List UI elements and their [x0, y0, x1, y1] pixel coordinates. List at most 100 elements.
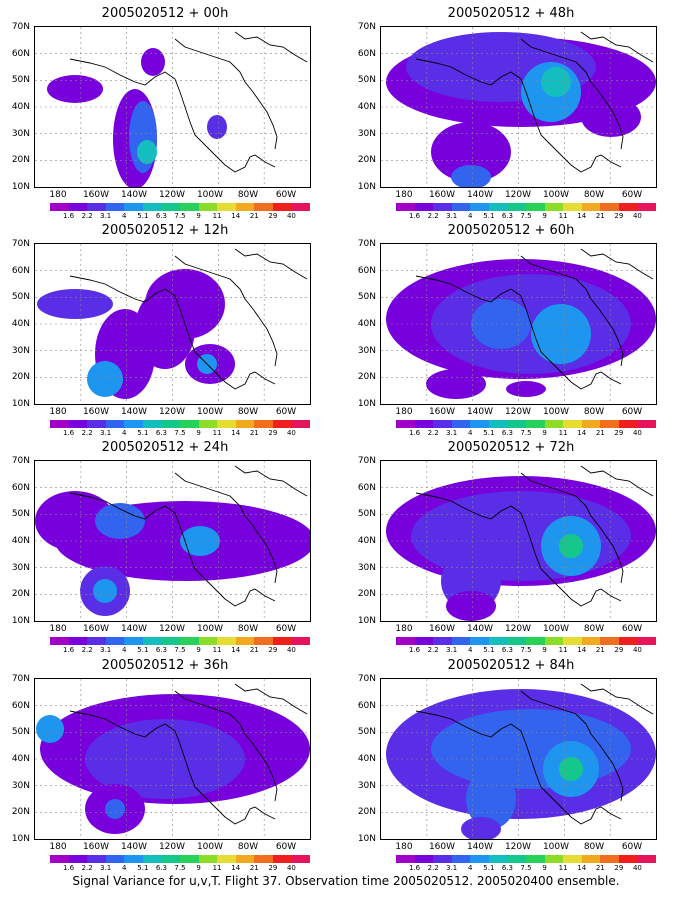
longitude-label: 160W — [82, 624, 110, 634]
colorbar-swatch — [68, 855, 88, 863]
colorbar-label: 3.1 — [100, 212, 112, 220]
latitude-label: 10N — [11, 616, 30, 626]
colorbar-label: 6.3 — [501, 646, 513, 654]
colorbar-label: 11 — [212, 646, 222, 654]
colorbar-swatch — [235, 203, 255, 211]
longitude-label: 140W — [466, 842, 494, 852]
colorbar-label: 2.2 — [427, 429, 439, 437]
longitude-label: 180 — [395, 624, 413, 634]
latitude-label: 60N — [11, 265, 30, 276]
longitude-label: 120W — [504, 624, 532, 634]
colorbar-swatch — [470, 420, 489, 428]
latitude-label: 10N — [11, 399, 30, 409]
colorbar-swatch — [291, 203, 311, 211]
colorbar-label: 4 — [122, 646, 127, 654]
map-panel: 2005020512 + 72h 70N 60N 50N 40N 30N 20N 10N 180… — [346, 440, 676, 655]
colorbar-label: 40 — [286, 429, 296, 437]
variance-contour — [559, 757, 583, 781]
colorbar-label: 2.2 — [427, 212, 439, 220]
longitude-label: 120W — [158, 842, 186, 852]
latitude-label: 10N — [357, 616, 376, 626]
colorbar-swatch — [217, 420, 236, 428]
longitude-label: 60W — [275, 407, 297, 417]
latitude-label: 30N — [357, 562, 376, 573]
variance-map — [381, 679, 656, 839]
colorbar-swatch — [433, 855, 452, 863]
colorbar-swatch — [105, 420, 125, 428]
map-area — [380, 243, 657, 405]
colorbar-swatch — [488, 203, 508, 211]
colorbar — [50, 420, 311, 428]
latitude-label: 30N — [11, 345, 30, 356]
colorbar-swatch — [526, 203, 545, 211]
map-area — [34, 460, 311, 622]
colorbar-label: 3.1 — [446, 212, 458, 220]
longitude-label: 80W — [583, 842, 605, 852]
figure-caption: Signal Variance for u,v,T. Flight 37. Ob… — [72, 874, 620, 888]
colorbar-swatch — [600, 637, 619, 645]
longitude-label: 80W — [237, 407, 259, 417]
longitude-label: 80W — [237, 842, 259, 852]
colorbar-label: 7.5 — [174, 212, 186, 220]
colorbar-label: 4 — [468, 864, 473, 872]
colorbar-label: 4 — [468, 429, 473, 437]
colorbar-swatch — [544, 203, 564, 211]
map-area — [380, 678, 657, 840]
colorbar-label: 40 — [632, 429, 642, 437]
variance-contour — [541, 67, 571, 97]
coastline — [415, 275, 622, 390]
longitude-label: 120W — [158, 624, 186, 634]
map-panel: 2005020512 + 00h 70N 60N 50N 40N 30N 20N 10N 180… — [0, 6, 330, 221]
colorbar-swatch — [235, 637, 255, 645]
colorbar-label: 4 — [122, 864, 127, 872]
colorbar-swatch — [272, 420, 292, 428]
longitude-label: 120W — [504, 190, 532, 200]
variance-contour — [426, 369, 486, 399]
latitude-label: 40N — [357, 536, 376, 546]
colorbar-label: 9 — [542, 864, 547, 872]
colorbar-swatch — [507, 637, 527, 645]
colorbar-swatch — [198, 637, 218, 645]
latitude-label: 60N — [357, 48, 376, 59]
longitude-label: 80W — [583, 190, 605, 200]
colorbar-swatch — [87, 637, 106, 645]
colorbar-swatch — [544, 855, 564, 863]
colorbar-label: 7.5 — [174, 864, 186, 872]
colorbar — [396, 203, 657, 211]
variance-contour — [431, 709, 631, 789]
colorbar-label: 14 — [231, 646, 241, 654]
colorbar — [50, 203, 311, 211]
colorbar-label: 3.1 — [446, 429, 458, 437]
map-area — [380, 26, 657, 188]
latitude-label: 70N — [11, 239, 30, 249]
map-panel: 2005020512 + 24h 70N 60N 50N 40N 30N 20N 10N 180… — [0, 440, 330, 655]
panel-title: 2005020512 + 48h — [447, 6, 575, 21]
variance-contour — [531, 304, 591, 364]
coastline — [234, 31, 308, 63]
colorbar-swatch — [507, 420, 527, 428]
colorbar-label: 40 — [286, 212, 296, 220]
variance-map — [381, 27, 656, 187]
colorbar-swatch — [637, 637, 657, 645]
colorbar-label: 1.6 — [62, 429, 75, 437]
colorbar-swatch — [526, 420, 545, 428]
colorbar-label: 21 — [249, 429, 259, 437]
coastline — [234, 465, 308, 497]
colorbar-swatch — [235, 420, 255, 428]
latitude-label: 60N — [357, 482, 376, 493]
colorbar-swatch — [105, 637, 125, 645]
map-area — [34, 243, 311, 405]
longitude-label: 160W — [428, 842, 456, 852]
colorbar-swatch — [254, 420, 273, 428]
colorbar-label: 9 — [542, 212, 547, 220]
map-panel: 2005020512 + 12h 70N 60N 50N 40N 30N 20N 10N 180… — [0, 223, 330, 438]
colorbar-swatch — [50, 637, 69, 645]
colorbar-label: 1.6 — [62, 646, 75, 654]
latitude-label: 40N — [357, 319, 376, 329]
colorbar-swatch — [637, 420, 657, 428]
map-panel: 2005020512 + 48h 70N 60N 50N 40N 30N 20N 10N 180… — [346, 6, 676, 221]
longitude-label: 100W — [542, 407, 570, 417]
colorbar-label: 6.3 — [501, 864, 513, 872]
colorbar-label: 14 — [577, 864, 587, 872]
latitude-label: 50N — [11, 75, 30, 86]
